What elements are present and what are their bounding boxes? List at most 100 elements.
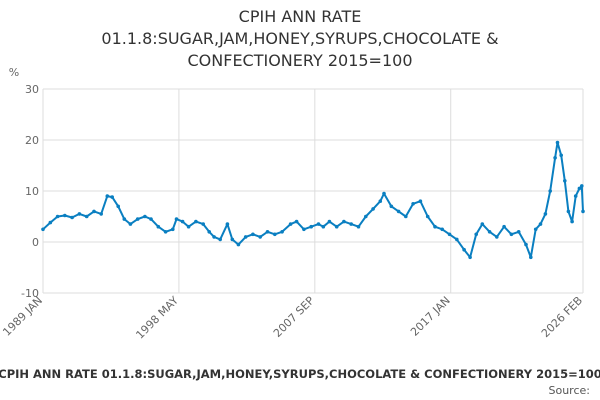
data-point [559, 153, 563, 158]
data-point [581, 209, 585, 214]
y-tick-label: 10 [25, 185, 39, 198]
data-point [236, 242, 241, 247]
data-point [342, 219, 346, 224]
data-point [316, 222, 321, 226]
data-point [538, 222, 543, 226]
data-point [440, 227, 445, 232]
data-point [110, 195, 114, 199]
series-layer [41, 140, 585, 260]
data-point [128, 222, 133, 226]
data-point [382, 191, 386, 196]
x-tick-label: 2007 SEP [271, 294, 317, 340]
data-point [174, 217, 179, 221]
chart-title-line-1: CPIH ANN RATE [239, 7, 362, 26]
data-point [149, 217, 153, 221]
x-tick-label: 1989 JAN [0, 294, 45, 339]
data-point [389, 204, 394, 209]
data-point [327, 219, 332, 224]
data-point [70, 215, 74, 220]
data-point [356, 224, 361, 229]
series-line-0 [42, 141, 584, 259]
chart-title-line-2: 01.1.8:SUGAR,JAM,HONEY,SYRUPS,CHOCOLATE … [101, 29, 498, 48]
data-point [280, 230, 284, 234]
data-point [462, 247, 466, 252]
gridlines [42, 88, 584, 294]
data-point [529, 255, 533, 260]
data-point [99, 212, 103, 216]
data-point [105, 194, 110, 198]
data-point [563, 179, 567, 183]
data-point [580, 184, 584, 188]
data-point [143, 214, 147, 219]
data-point [92, 209, 96, 214]
data-point [156, 224, 161, 229]
x-tick-label: 2017 JAN [408, 294, 453, 339]
data-point [524, 242, 528, 247]
data-point [265, 230, 270, 234]
data-point [186, 224, 191, 229]
data-point [321, 224, 326, 229]
data-point [251, 232, 255, 237]
data-point [433, 224, 437, 229]
data-point [309, 224, 314, 229]
y-axis-unit-label: % [9, 66, 19, 79]
data-point [487, 230, 492, 234]
data-point [425, 214, 430, 219]
data-point [411, 202, 415, 206]
data-point [502, 224, 506, 229]
data-point [180, 219, 185, 224]
data-point [212, 235, 216, 239]
x-axis: 1989 JAN 1998 MAY 2007 SEP 2017 JAN 2026 FEB [0, 294, 585, 342]
data-point [364, 214, 368, 219]
data-point [77, 212, 82, 216]
data-point [455, 237, 459, 242]
data-point [548, 189, 552, 193]
y-tick-label: 20 [25, 134, 39, 147]
data-point [566, 209, 571, 214]
data-point [418, 199, 423, 203]
data-point [447, 232, 452, 237]
source-label: Source: [549, 384, 591, 397]
data-point [570, 219, 574, 224]
data-point [207, 230, 211, 234]
chart-title-line-3: CONFECTIONERY 2015=100 [188, 51, 413, 70]
data-point [48, 220, 53, 225]
data-point [41, 227, 45, 232]
data-point [122, 217, 127, 221]
data-point [294, 219, 299, 224]
data-point [396, 209, 401, 214]
data-point [509, 232, 514, 237]
data-point [171, 227, 175, 232]
data-point [468, 255, 472, 260]
data-point [533, 227, 538, 232]
data-point [84, 214, 89, 219]
data-point [577, 186, 582, 191]
data-point [334, 224, 339, 229]
data-point [201, 222, 205, 226]
data-point [516, 230, 521, 234]
data-point [480, 222, 485, 226]
data-point [243, 235, 248, 239]
x-tick-label: 1998 MAY [133, 294, 181, 342]
data-point [543, 212, 548, 216]
data-point [218, 237, 222, 242]
data-point [349, 222, 354, 226]
data-point [555, 140, 560, 145]
data-point [258, 235, 263, 239]
data-point [495, 235, 499, 239]
data-point [404, 214, 408, 219]
data-point [302, 227, 306, 232]
data-point [230, 237, 235, 242]
data-point [55, 214, 60, 219]
data-point [225, 222, 230, 226]
data-point [553, 156, 557, 160]
data-point [288, 222, 293, 226]
data-point [194, 219, 198, 224]
data-point [63, 213, 67, 218]
chart-title: CPIH ANN RATE 01.1.8:SUGAR,JAM,HONEY,SYR… [101, 7, 498, 70]
legend-entry: CPIH ANN RATE 01.1.8:SUGAR,JAM,HONEY,SYR… [0, 367, 600, 381]
data-point [273, 232, 277, 237]
data-point [116, 204, 120, 209]
